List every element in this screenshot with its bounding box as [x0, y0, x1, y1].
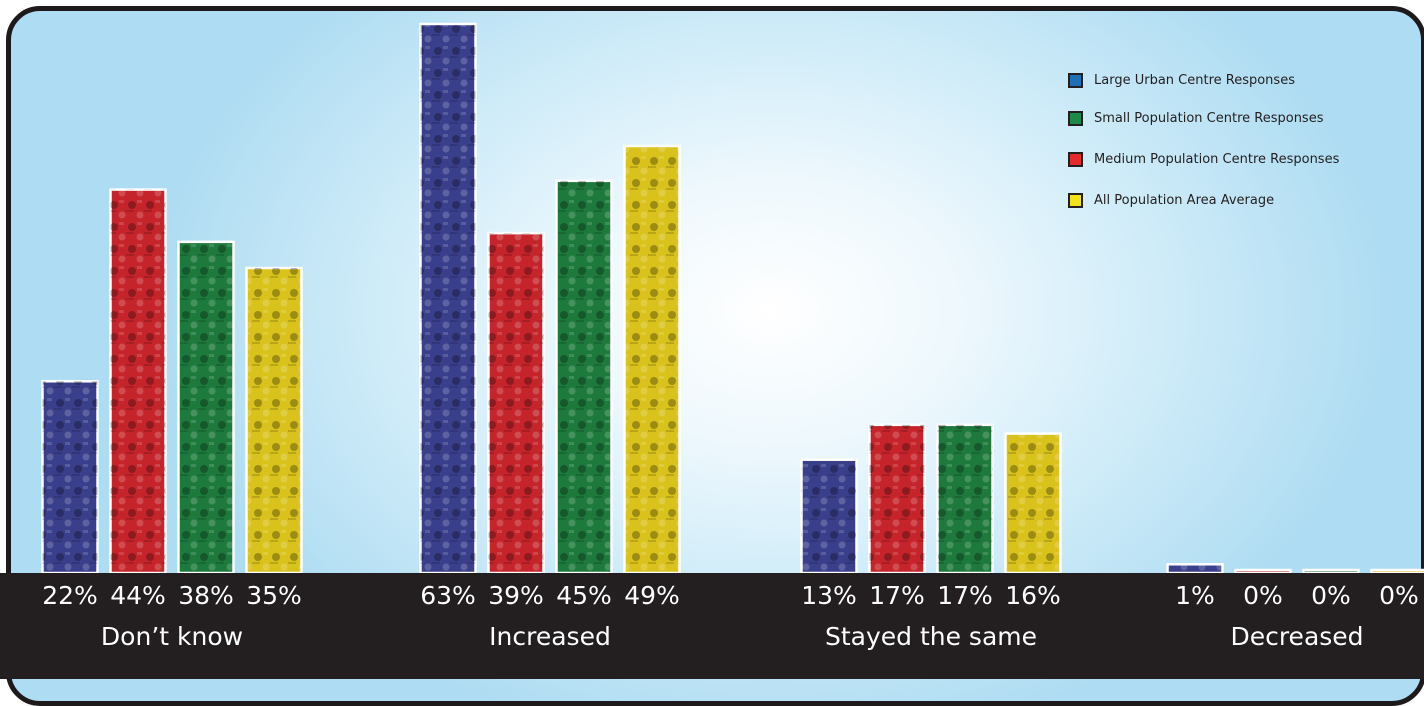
bar [489, 233, 544, 573]
legend-swatch [1068, 193, 1083, 208]
data-label: 49% [617, 581, 687, 610]
data-label: 38% [171, 581, 241, 610]
data-label: 0% [1296, 581, 1366, 610]
bar [870, 425, 925, 573]
data-label: 44% [103, 581, 173, 610]
bar-texture [1006, 434, 1061, 573]
legend-item-small-population: Small Population Centre Responses [1068, 108, 1323, 128]
legend-label: All Population Area Average [1094, 193, 1274, 208]
data-label: 1% [1160, 581, 1230, 610]
bar-texture [625, 146, 680, 573]
bar [1006, 434, 1061, 573]
data-label: 22% [35, 581, 105, 610]
bar [625, 146, 680, 573]
data-label: 13% [794, 581, 864, 610]
data-label: 0% [1364, 581, 1424, 610]
data-label: 45% [549, 581, 619, 610]
category-label: Stayed the same [781, 622, 1081, 651]
bar-texture [247, 268, 302, 573]
legend-item-large-urban: Large Urban Centre Responses [1068, 70, 1295, 90]
data-label: 17% [862, 581, 932, 610]
bar [1168, 564, 1223, 573]
bar [247, 268, 302, 573]
data-label: 63% [413, 581, 483, 610]
bar [938, 425, 993, 573]
legend-swatch [1068, 73, 1083, 88]
legend-item-medium-population: Medium Population Centre Responses [1068, 149, 1339, 169]
data-label: 39% [481, 581, 551, 610]
bar-texture [557, 181, 612, 573]
data-label: 17% [930, 581, 1000, 610]
bar-texture [870, 425, 925, 573]
bar [421, 24, 476, 573]
bar-texture [43, 381, 98, 573]
bar-texture [489, 233, 544, 573]
bar [802, 460, 857, 573]
category-label: Don’t know [22, 622, 322, 651]
data-label: 35% [239, 581, 309, 610]
legend-label: Medium Population Centre Responses [1094, 152, 1339, 167]
legend-label: Large Urban Centre Responses [1094, 73, 1295, 88]
legend-label: Small Population Centre Responses [1094, 111, 1323, 126]
bar-texture [111, 190, 166, 573]
bar-texture [179, 242, 234, 573]
data-label: 16% [998, 581, 1068, 610]
category-label: Decreased [1147, 622, 1424, 651]
category-label: Increased [400, 622, 700, 651]
bar [179, 242, 234, 573]
bar-texture [938, 425, 993, 573]
bar-texture [802, 460, 857, 573]
data-label: 0% [1228, 581, 1298, 610]
legend-item-all-population: All Population Area Average [1068, 190, 1274, 210]
bar [111, 190, 166, 573]
bar [43, 381, 98, 573]
bar-texture [1168, 564, 1223, 573]
legend-swatch [1068, 152, 1083, 167]
bar [557, 181, 612, 573]
bar-texture [421, 24, 476, 573]
legend-swatch [1068, 111, 1083, 126]
